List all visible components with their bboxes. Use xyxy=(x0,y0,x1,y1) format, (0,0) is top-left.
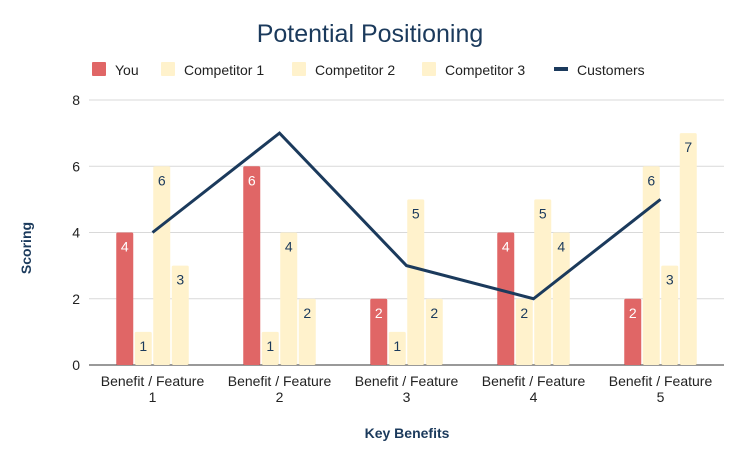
bar-value-label: 2 xyxy=(430,305,438,321)
bar xyxy=(298,298,316,365)
bar-value-label: 5 xyxy=(412,205,420,221)
bar xyxy=(679,133,697,365)
legend-label: Competitor 2 xyxy=(315,62,395,78)
gridlines xyxy=(89,99,724,366)
bar-value-label: 2 xyxy=(520,305,528,321)
bar-value-label: 6 xyxy=(158,172,166,188)
bar xyxy=(116,232,134,365)
customers-line xyxy=(151,131,662,301)
y-tick-label: 2 xyxy=(72,291,80,307)
bars: 4 1 6 3 6 1 4 2 2 1 5 2 4 2 5 4 2 6 3 7 xyxy=(116,133,697,365)
bar-value-label: 7 xyxy=(684,139,692,155)
bar-value-label: 3 xyxy=(176,272,184,288)
bar xyxy=(642,166,660,365)
bar-value-label: 4 xyxy=(121,239,129,255)
x-tick-label: Benefit / Feature xyxy=(355,373,459,389)
legend-swatch xyxy=(92,62,106,76)
customers-line-group xyxy=(151,131,662,301)
x-tick-label: 3 xyxy=(403,389,411,405)
chart-title: Potential Positioning xyxy=(257,20,484,48)
x-tick-label: 5 xyxy=(657,389,665,405)
x-axis-label: Key Benefits xyxy=(365,425,450,441)
legend-label: Customers xyxy=(577,62,645,78)
legend-label: You xyxy=(115,62,139,78)
bar xyxy=(243,166,261,365)
legend-label: Competitor 1 xyxy=(184,62,264,78)
bar-value-label: 1 xyxy=(393,338,401,354)
x-tick-label: Benefit / Feature xyxy=(101,373,205,389)
bar-value-label: 1 xyxy=(266,338,274,354)
x-tick-label: Benefit / Feature xyxy=(228,373,332,389)
y-tick-label: 8 xyxy=(72,92,80,108)
x-tick-label: Benefit / Feature xyxy=(482,373,586,389)
bar xyxy=(534,199,552,365)
y-tick-label: 0 xyxy=(72,357,80,373)
bar-value-label: 4 xyxy=(285,239,293,255)
bar-value-label: 4 xyxy=(557,239,565,255)
bar xyxy=(261,331,279,365)
legend: You Competitor 1 Competitor 2 Competitor 3 C… xyxy=(92,62,645,78)
legend-swatch xyxy=(161,62,175,76)
x-tick-label: Benefit / Feature xyxy=(609,373,713,389)
legend-swatch xyxy=(292,62,306,76)
x-tick-label: 4 xyxy=(530,389,538,405)
y-axis-ticks: 0 2 4 6 8 xyxy=(72,92,80,373)
bar xyxy=(153,166,171,365)
bar xyxy=(497,232,515,365)
bar xyxy=(425,298,443,365)
y-tick-label: 6 xyxy=(72,158,80,174)
x-tick-label: 2 xyxy=(276,389,284,405)
bar-value-label: 6 xyxy=(248,172,256,188)
bar-value-label: 5 xyxy=(539,205,547,221)
bar-value-label: 2 xyxy=(303,305,311,321)
bar xyxy=(171,265,189,365)
bar xyxy=(370,298,388,365)
bar-value-label: 4 xyxy=(502,239,510,255)
bar xyxy=(407,199,425,365)
y-axis-label: Scoring xyxy=(18,222,34,274)
bar xyxy=(280,232,298,365)
bar xyxy=(552,232,570,365)
x-tick-label: 1 xyxy=(149,389,157,405)
y-tick-label: 4 xyxy=(72,225,80,241)
legend-swatch xyxy=(554,67,568,71)
bar xyxy=(388,331,406,365)
legend-swatch xyxy=(422,62,436,76)
bar-value-label: 3 xyxy=(666,272,674,288)
bar xyxy=(515,298,533,365)
bar-value-label: 2 xyxy=(375,305,383,321)
bar-value-label: 6 xyxy=(647,172,655,188)
bar xyxy=(661,265,679,365)
bar xyxy=(624,298,642,365)
legend-label: Competitor 3 xyxy=(445,62,525,78)
bar-value-label: 1 xyxy=(139,338,147,354)
bar xyxy=(134,331,152,365)
bar-value-label: 2 xyxy=(629,305,637,321)
